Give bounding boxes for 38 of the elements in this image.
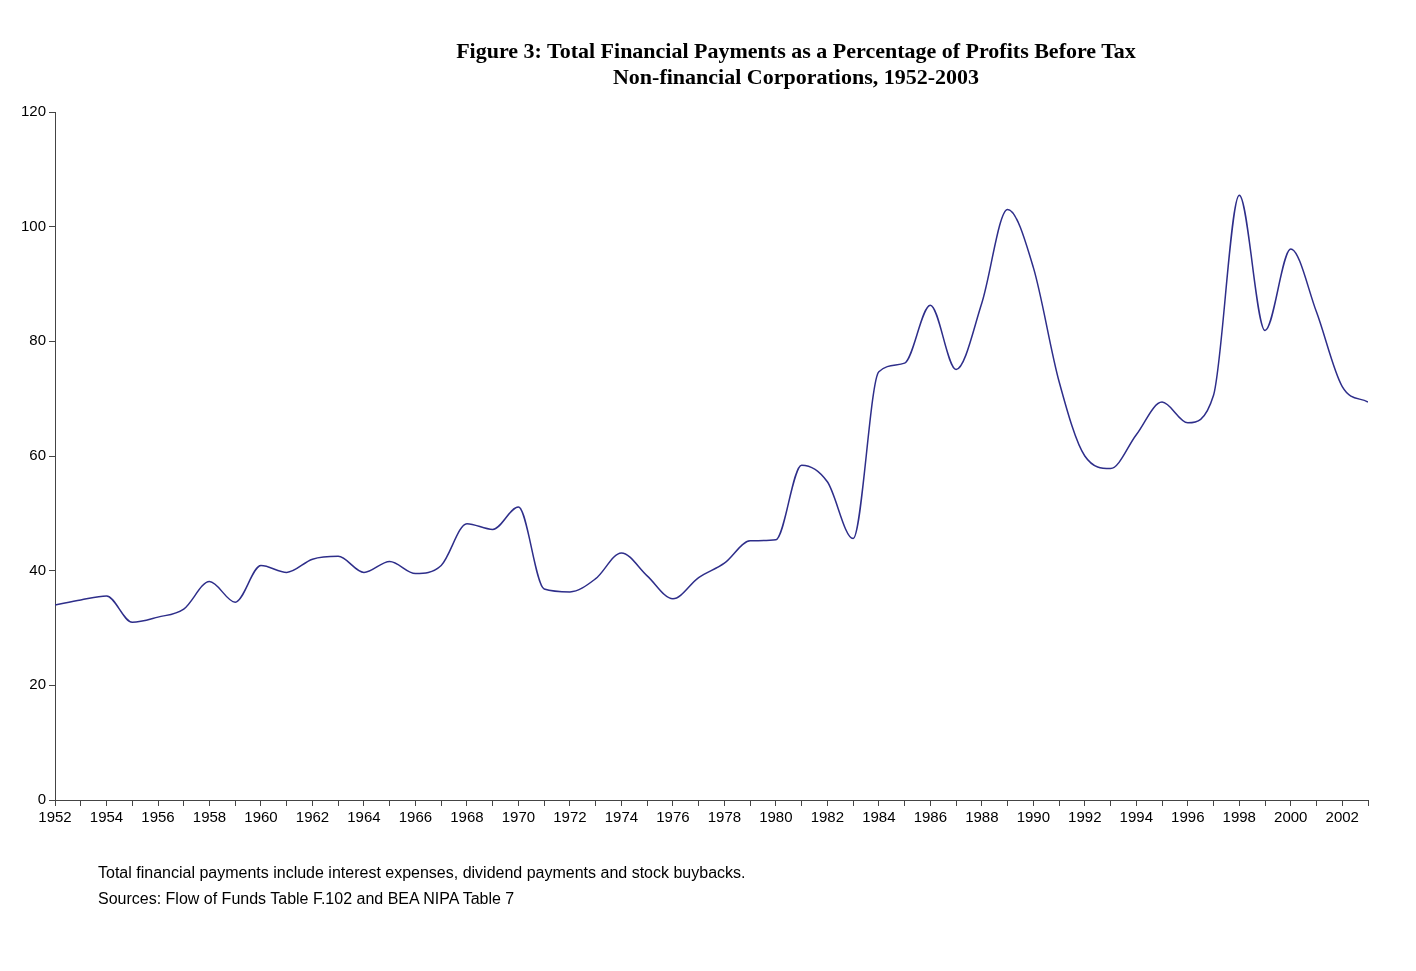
y-tick-label: 120 xyxy=(21,102,47,120)
y-tick-label: 20 xyxy=(29,675,47,693)
x-tick-label: 1964 xyxy=(347,808,381,826)
x-tick-label: 2000 xyxy=(1274,808,1308,826)
y-tick-label: 80 xyxy=(29,331,47,349)
x-tick-label: 1990 xyxy=(1016,808,1051,826)
x-tick-label: 1986 xyxy=(913,808,948,826)
source-note: Sources: Flow of Funds Table F.102 and BEA NIPA Table 7 xyxy=(98,889,516,909)
x-tick-label: 1966 xyxy=(398,808,433,826)
x-tick-label: 1956 xyxy=(141,808,175,826)
x-tick-label: 1968 xyxy=(450,808,484,826)
line-series xyxy=(55,194,1368,624)
y-tick-label: 60 xyxy=(29,446,47,464)
text: Total financial payments include interest expenses, dividend payments and stock buybacks. xyxy=(98,863,747,883)
x-tick-label: 1996 xyxy=(1171,808,1205,826)
x-tick-label: 1952 xyxy=(38,808,72,826)
chart-subtitle: Non-financial Corporations, 1952-2003 xyxy=(611,64,981,90)
x-tick-label: 1954 xyxy=(89,808,124,826)
x-tick-label: 1994 xyxy=(1119,808,1153,826)
x-tick-label: 1984 xyxy=(862,808,896,826)
x-tick-label: 1998 xyxy=(1222,808,1256,826)
x-tick-label: 1976 xyxy=(656,808,690,826)
y-tick-label: 0 xyxy=(37,790,47,808)
x-tick-label: 1960 xyxy=(244,808,278,826)
y-tick-label: 40 xyxy=(29,560,47,578)
x-tick-label: 1992 xyxy=(1068,808,1102,826)
x-tick-label: 1988 xyxy=(965,808,999,826)
x-tick-label: 1978 xyxy=(707,808,742,826)
x-tick-label: 1970 xyxy=(501,808,536,826)
x-tick-label: 1958 xyxy=(192,808,227,826)
x-tick-label: 1982 xyxy=(810,808,845,826)
x-tick-label: 2002 xyxy=(1325,808,1359,826)
x-tick-label: 1962 xyxy=(295,808,330,826)
x-tick-label: 1980 xyxy=(759,808,793,826)
chart-title: Figure 3: Total Financial Payments as a Percentage of Profits Before Tax xyxy=(455,38,1137,64)
x-tick-label: 1972 xyxy=(553,808,587,826)
x-tick-label: 1974 xyxy=(604,808,639,826)
y-tick-label: 100 xyxy=(21,216,47,234)
